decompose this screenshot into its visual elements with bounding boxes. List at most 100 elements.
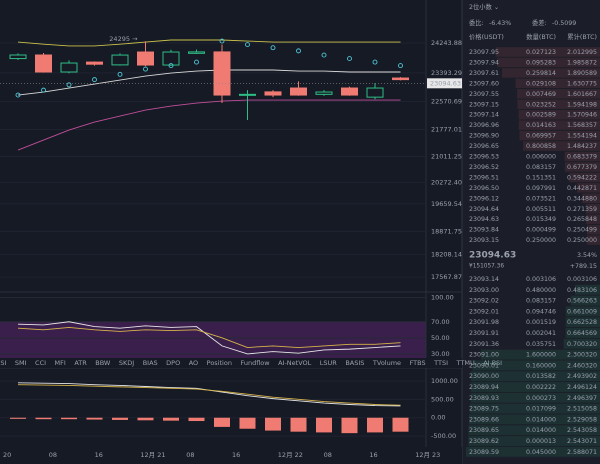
candle-body [188,51,205,54]
indicator-tab[interactable]: AI-NetVOL [278,359,312,367]
sar-dot [66,82,72,88]
indicator-tab[interactable]: CCI [35,359,46,367]
indicator-tab[interactable]: BASIS [345,359,364,367]
order-cumulative: 1.484237 [567,143,597,150]
time-label: 12月 23 [415,451,440,459]
order-cumulative: 0.265848 [567,216,597,223]
indicator-tab[interactable]: BIAS [143,359,158,367]
depth-bar [519,130,600,141]
indicator-tab[interactable]: ATR [74,359,87,367]
order-cumulative: 0.442871 [567,185,597,192]
order-cumulative: 0.483106 [567,287,597,294]
histogram-bar [61,417,77,420]
indicator-tab[interactable]: Fundflow [240,359,270,367]
depth-bar [515,78,600,89]
histogram-bar [367,417,383,433]
order-cumulative: 0.344880 [567,195,597,202]
sar-dot [168,63,174,69]
indicator-tab[interactable]: LSUR [320,359,338,367]
order-cumulative: 2.529058 [567,416,597,423]
indicator-tab[interactable]: DPO [166,359,180,367]
indicator-tab[interactable]: AI-BSI [483,359,502,367]
indicator-tab[interactable]: TVolume [372,359,401,367]
order-price: 23096.52 [469,164,499,171]
depth-bar [564,151,600,162]
column-header: 价格(USDT) [469,32,504,41]
order-cumulative: 2.496397 [567,395,597,402]
candle-body [60,62,78,73]
candle-body [162,51,180,66]
sar-dot [41,87,46,93]
indicator-tab[interactable]: MFI [55,359,66,367]
indicator-tab[interactable]: Position [207,359,232,367]
column-header: 累计(BTC) [567,32,597,41]
depth-bar [564,162,600,172]
order-quantity: 1.600000 [526,352,556,359]
depth-bar [577,183,600,193]
order-price: 23091.98 [469,319,499,326]
order-cumulative: 2.300320 [567,352,597,359]
last-price-cny: ¥151057.36 [469,264,504,270]
order-quantity: 0.023252 [526,101,556,108]
depth-bar [466,446,600,457]
tab-bar [0,358,462,368]
candle-body [392,77,409,81]
band-line [17,39,401,47]
ratio-value: -6.43% [489,20,511,27]
order-book-header: 2位小数 ⌄ 委比: -6.43% 委差: -0.5099 价格(USDT) 数… [469,2,597,270]
histogram-bar [316,417,332,433]
indicator-tab[interactable]: FTBS [410,359,426,367]
order-quantity: 0.001519 [526,319,556,326]
sar-dot [245,42,250,48]
histogram-bar [290,417,307,432]
indicator-tab[interactable]: TTMU [456,359,475,367]
order-cumulative: 2.493902 [567,373,597,380]
indicator-tab[interactable]: BSI [0,359,6,367]
order-quantity: 0.005511 [526,206,556,213]
sar-dot [15,92,21,98]
candle-body [137,51,154,66]
candle-body [239,93,256,96]
histogram-line [17,384,401,406]
order-quantity: 0.000273 [526,395,556,402]
indicator-tab[interactable]: TTSI [433,359,448,367]
order-cumulative: 2.588071 [567,449,597,456]
precision-select[interactable]: 2位小数 ⌄ [469,2,499,11]
order-price: 23097.60 [469,80,499,87]
order-cumulative: 0.250499 [567,227,597,234]
depth-bar [472,360,600,371]
oscillator-line [17,321,401,355]
candle-body [315,91,333,95]
order-cumulative: 2.515058 [567,406,597,413]
order-price: 23092.01 [469,308,499,315]
histogram-tick-label: -500.00 [431,432,456,440]
indicator-tab[interactable]: BBW [95,359,111,367]
order-price: 23089.59 [469,449,499,456]
candle-body [86,61,103,65]
ratio-label: 委比: [469,18,484,27]
histogram-bar [265,417,281,431]
price-tick-label: 18871.75 [431,227,462,235]
time-label: 20 [3,451,11,459]
depth-bar [495,47,600,57]
depth-bar [582,193,600,204]
time-label: 08 [49,451,57,459]
time-label: 12月 21 [140,451,165,459]
sar-dot [117,71,123,77]
indicator-tab[interactable]: SKDJ [119,359,134,367]
order-price: 23097.55 [469,91,499,98]
order-quantity: 0.073521 [526,195,556,202]
depth-bar [565,306,600,317]
order-price: 23093.84 [469,227,499,234]
candle-body [9,54,27,60]
indicator-tab[interactable]: SMI [15,359,27,367]
order-cumulative: 0.700320 [567,341,597,348]
indicator-tab[interactable]: AO [189,359,198,367]
histogram-bar [35,417,52,420]
order-price: 23096.51 [469,174,499,181]
histogram-bar [239,417,256,429]
order-price: 23089.66 [469,416,499,423]
order-quantity: 0.097991 [526,185,556,192]
